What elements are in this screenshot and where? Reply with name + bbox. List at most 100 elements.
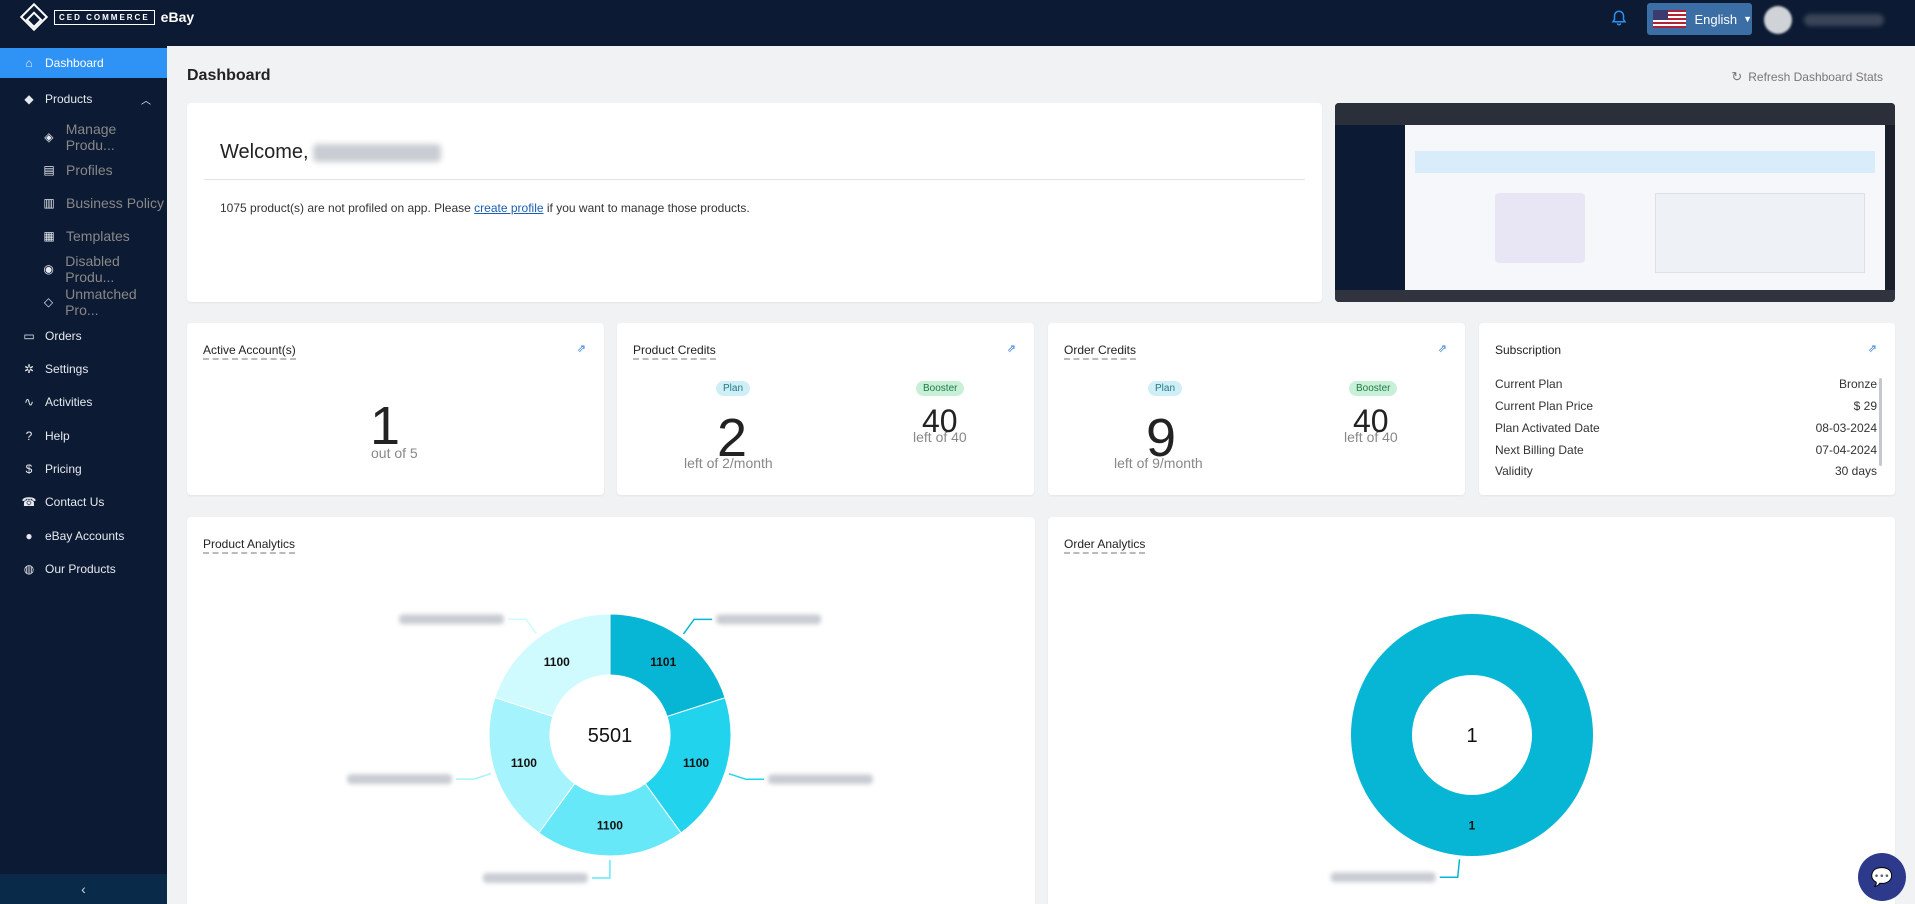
sidebar-item-templates[interactable]: ▦ Templates <box>0 221 167 251</box>
welcome-greeting: Welcome, <box>220 141 309 163</box>
external-link-icon[interactable]: ⇗ <box>1867 343 1877 355</box>
subscription-scrollbar[interactable] <box>1879 378 1882 466</box>
subscription-row: Current Plan Bronze <box>1495 377 1877 391</box>
sidebar-collapse-button[interactable]: ‹ <box>0 874 167 904</box>
plan-badge: Plan <box>716 381 751 396</box>
sidebar-item-activities[interactable]: ∿ Activities <box>0 387 167 417</box>
external-link-icon[interactable]: ⇗ <box>1437 343 1447 355</box>
pie-slice[interactable] <box>494 613 611 718</box>
thumbnail-browser-bar <box>1335 103 1895 125</box>
slice-category-label-blurred <box>398 614 504 625</box>
booster-badge: Booster <box>1349 381 1398 396</box>
row-label: Next Billing Date <box>1495 443 1584 457</box>
order-credits-card: Order Credits ⇗ Plan 9 left of 9/month B… <box>1048 323 1465 495</box>
dollar-icon: $ <box>25 462 33 476</box>
thumbnail-banner <box>1415 151 1875 173</box>
top-bar: CED COMMERCE eBay English ▼ <box>0 0 1915 46</box>
active-accounts-value: 1 <box>370 396 401 456</box>
sidebar-item-label: Manage Produ... <box>65 121 117 153</box>
sidebar-item-contact-us[interactable]: ☎ Contact Us <box>0 487 167 517</box>
sidebar-item-pricing[interactable]: $ Pricing <box>0 454 167 484</box>
sidebar-item-products[interactable]: ◆ Products ︿ <box>0 84 167 114</box>
sidebar-item-settings[interactable]: ✲ Settings <box>0 354 167 384</box>
welcome-heading: Welcome, <box>220 141 441 164</box>
row-label: Plan Activated Date <box>1495 421 1600 435</box>
refresh-icon: ↻ <box>1731 69 1743 84</box>
sidebar-item-dashboard[interactable]: ⌂ Dashboard <box>0 48 167 78</box>
slice-category-label-blurred <box>716 614 822 625</box>
sidebar-item-business-policy[interactable]: ▥ Business Policy <box>0 188 167 218</box>
user-name-blurred[interactable] <box>1804 14 1884 26</box>
slice-leader-line <box>728 773 764 781</box>
sidebar-item-label: Our Products <box>45 562 116 576</box>
tutorial-video-thumbnail[interactable] <box>1335 103 1895 302</box>
booster-credits-sub: left of 40 <box>913 429 967 445</box>
slice-category-label-blurred <box>1330 872 1436 883</box>
sidebar-item-orders[interactable]: ▭ Orders <box>0 321 167 351</box>
subscription-row: Next Billing Date 07-04-2024 <box>1495 443 1877 457</box>
booster-credits-value: 40 <box>922 403 958 439</box>
pie-slice[interactable] <box>609 613 726 718</box>
sidebar-item-label: Orders <box>45 329 82 343</box>
message-suffix: if you want to manage those products. <box>543 201 750 215</box>
logo-icon <box>19 2 49 32</box>
row-value: 08-03-2024 <box>1815 421 1877 435</box>
sidebar-item-manage-products[interactable]: ◈ Manage Produ... <box>0 121 167 153</box>
row-value: 30 days <box>1834 464 1877 478</box>
pie-slice[interactable] <box>1351 614 1593 856</box>
row-label: Validity <box>1495 464 1533 478</box>
product-credits-card: Product Credits ⇗ Plan 2 left of 2/month… <box>617 323 1034 495</box>
pie-slice[interactable] <box>538 782 682 857</box>
row-label: Current Plan <box>1495 377 1563 391</box>
thumbnail-illustration <box>1495 193 1585 263</box>
brand-logo[interactable]: CED COMMERCE eBay <box>19 2 194 32</box>
card-title: Active Account(s) <box>203 343 296 360</box>
sidebar-item-label: Dashboard <box>45 56 104 70</box>
external-link-icon[interactable]: ⇗ <box>1006 343 1016 355</box>
slice-value-label: 1100 <box>511 756 537 770</box>
sidebar-item-label: Contact Us <box>45 495 105 509</box>
thumbnail-taskbar <box>1335 290 1895 302</box>
external-link-icon[interactable]: ⇗ <box>576 343 586 355</box>
eye-slash-icon: ◉ <box>43 262 54 276</box>
phone-icon: ☎ <box>21 495 37 509</box>
sidebar-item-disabled-products[interactable]: ◉ Disabled Produ... <box>0 253 167 285</box>
page-title: Dashboard <box>187 67 271 84</box>
logo-wordmark: CED COMMERCE <box>54 9 155 25</box>
pie-slice[interactable] <box>488 696 576 834</box>
subscription-card: Subscription ⇗ Current Plan Bronze Curre… <box>1479 323 1895 495</box>
language-label: English <box>1694 11 1738 27</box>
refresh-stats-button[interactable]: ↻ Refresh Dashboard Stats <box>1731 69 1883 85</box>
row-value: Bronze <box>1838 377 1877 391</box>
thumbnail-form <box>1655 193 1865 273</box>
chevron-left-icon: ‹ <box>81 881 86 897</box>
active-accounts-card: Active Account(s) ⇗ 1 out of 5 <box>187 323 604 495</box>
language-selector[interactable]: English ▼ <box>1647 3 1752 35</box>
slice-leader-line <box>1439 859 1461 879</box>
sidebar-item-help[interactable]: ? Help <box>0 421 167 451</box>
booster-credits-value: 40 <box>1353 403 1389 439</box>
card-title: Product Analytics <box>203 537 296 554</box>
message-prefix: 1075 product(s) are not profiled on app.… <box>220 201 475 215</box>
sidebar-item-our-products[interactable]: ◍ Our Products <box>0 554 167 584</box>
divider <box>204 179 1305 180</box>
slice-category-label-blurred <box>346 774 452 785</box>
chart-center-total: 5501 <box>588 725 633 747</box>
thumbnail-sidebar <box>1335 125 1405 293</box>
sidebar-item-label: Templates <box>66 228 130 244</box>
sidebar-item-profiles[interactable]: ▤ Profiles <box>0 155 167 185</box>
plan-credits-sub: left of 9/month <box>1114 455 1203 471</box>
create-profile-link[interactable]: create profile <box>474 201 544 215</box>
slice-category-label-blurred <box>767 774 873 785</box>
chat-widget-button[interactable]: 💬 <box>1858 853 1906 901</box>
bell-icon[interactable] <box>1610 9 1628 27</box>
sidebar-item-label: Business Policy <box>66 195 165 211</box>
sidebar-item-unmatched-products[interactable]: ◇ Unmatched Pro... <box>0 286 167 318</box>
chat-bubble-icon: 💬 <box>1870 866 1894 887</box>
avatar[interactable] <box>1764 6 1792 34</box>
pie-slice[interactable] <box>644 697 732 834</box>
user-circle-icon: ● <box>25 529 33 543</box>
sidebar-item-ebay-accounts[interactable]: ● eBay Accounts <box>0 521 167 551</box>
active-accounts-sub: out of 5 <box>371 445 418 461</box>
